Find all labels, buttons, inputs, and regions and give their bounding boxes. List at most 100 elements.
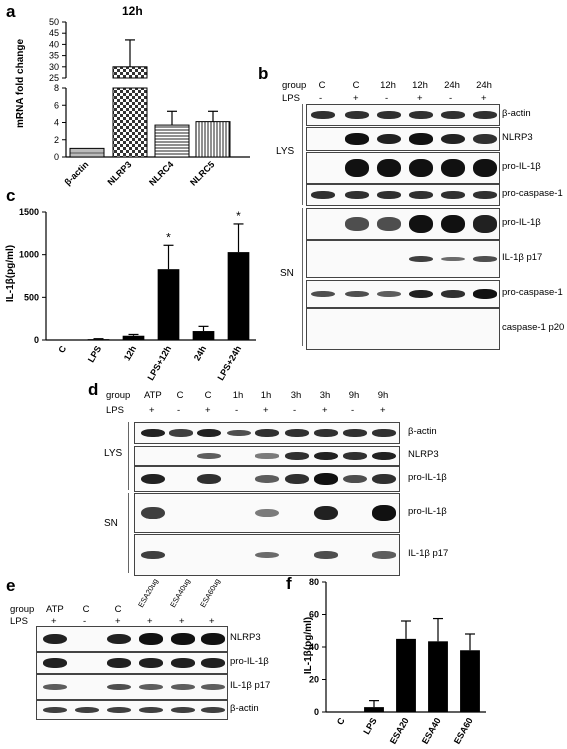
panel-b-band — [345, 158, 369, 178]
panel-b-band — [345, 191, 369, 199]
panel-b-band — [473, 111, 497, 119]
panel-a-bar — [112, 87, 148, 158]
panel-a-y-tick-label: 6 — [54, 100, 59, 110]
panel-d-band — [141, 473, 165, 485]
panel-b-band-label: NLRP3 — [502, 132, 533, 143]
panel-b-lps-label: LPS — [282, 93, 300, 104]
panel-d-band — [314, 473, 338, 485]
panel-e-blot-strip — [36, 674, 228, 700]
panel-e-band-label: IL-1β p17 — [230, 680, 271, 691]
panel-e-band — [43, 633, 67, 645]
panel-d-lane-lps-1: - — [177, 405, 181, 416]
panel-b-section-lys: LYS — [276, 146, 295, 157]
panel-d-band — [255, 453, 279, 459]
panel-f-bar — [460, 650, 480, 712]
panel-b-letter: b — [258, 64, 269, 83]
panel-d-blot-strip — [134, 446, 400, 466]
panel-b-lane-group-0: C — [318, 80, 326, 91]
panel-b-band — [473, 256, 497, 262]
panel-f-bar — [364, 707, 384, 712]
panel-d-lane-lps-2: + — [205, 405, 211, 416]
panel-c-letter: c — [6, 186, 16, 205]
panel-d-section-sn: SN — [104, 518, 118, 529]
panel-d-lane-group-0: ATP — [144, 390, 162, 401]
panel-d-band — [141, 428, 165, 438]
panel-e-band — [43, 706, 67, 714]
panel-e-band — [75, 706, 99, 714]
panel-d-lane-group-4: 1h — [260, 390, 272, 401]
panel-b-lane-lps-1: + — [353, 93, 359, 104]
panel-b-lane-group-4: 24h — [444, 80, 460, 91]
panel-d-section-lys: LYS — [104, 448, 123, 459]
panel-b-band — [441, 133, 465, 145]
panel-b-band — [377, 111, 401, 119]
panel-b-band — [345, 217, 369, 231]
panel-e-band — [107, 683, 131, 691]
panel-b-blot-strip — [306, 308, 500, 350]
panel-d-lane-lps-8: + — [380, 405, 386, 416]
panel-b-lane-group-5: 24h — [476, 80, 492, 91]
panel-d-band — [141, 550, 165, 560]
panel-b-band — [473, 133, 497, 145]
panel-d-lane-group-8: 9h — [377, 390, 389, 401]
panel-d-lane-group-7: 9h — [348, 390, 360, 401]
panel-e-band — [139, 633, 163, 645]
panel-e-lane-lps-5: + — [209, 616, 215, 627]
panel-a-y-tick-label: 2 — [54, 135, 59, 145]
panel-f-x-tick-label: ESA20 — [388, 716, 411, 746]
panel-c-y-tick-label: 500 — [24, 292, 39, 302]
panel-d-band — [372, 505, 396, 521]
panel-d-band — [314, 451, 338, 461]
panel-b-band — [473, 191, 497, 199]
panel-b-band-label: caspase-1 p20 — [502, 322, 565, 333]
panel-d-blot-strip — [134, 466, 400, 492]
panel-d-band — [343, 452, 367, 460]
panel-b-blot-strip — [306, 152, 500, 184]
panel-d-lane-group-6: 3h — [319, 390, 331, 401]
panel-c-bar — [122, 335, 145, 340]
panel-d-band-label: pro-IL-1β — [408, 472, 447, 483]
panel-d-lane-lps-7: - — [351, 405, 355, 416]
panel-f-x-tick-label: LPS — [361, 716, 378, 736]
panel-b-bracket-lys — [302, 104, 303, 205]
panel-e-lane-group-2: C — [114, 604, 122, 615]
panel-d-blot-strip — [134, 534, 400, 576]
panel-d-band — [227, 429, 251, 437]
panel-d-band — [343, 474, 367, 484]
panel-e-band — [107, 706, 131, 714]
panel-b-lane-lps-0: - — [319, 93, 323, 104]
panel-d-lane-lps-6: + — [322, 405, 328, 416]
panel-b-band — [377, 133, 401, 145]
panel-b-band — [409, 255, 433, 263]
panel-f-bar — [428, 641, 448, 712]
panel-d-band — [255, 551, 279, 559]
panel-d-band — [197, 473, 221, 485]
panel-b-blot-strip — [306, 104, 500, 126]
panel-b-blot-strip — [306, 280, 500, 308]
panel-f-y-tick-label: 0 — [314, 707, 319, 717]
panel-c-bar — [157, 269, 180, 340]
panel-c-y-tick-label: 0 — [34, 335, 39, 345]
panel-d-band — [285, 452, 309, 460]
panel-d-band — [255, 508, 279, 518]
panel-d-band — [285, 473, 309, 485]
panel-b-section-sn: SN — [280, 268, 294, 279]
panel-b-band — [311, 191, 335, 199]
panel-d-band — [255, 474, 279, 484]
panel-b-band — [377, 191, 401, 199]
panel-a-bar — [154, 124, 190, 158]
panel-c-bar — [87, 339, 110, 340]
panel-d-band-label: pro-IL-1β — [408, 506, 447, 517]
panel-a-bar — [69, 147, 105, 158]
panel-e-lps-label: LPS — [10, 616, 28, 627]
panel-d-group-label: group — [106, 390, 131, 401]
panel-d-band — [197, 452, 221, 460]
panel-e-band — [139, 706, 163, 714]
panel-e-band — [43, 683, 67, 691]
panel-f-y-tick-label: 80 — [309, 577, 319, 587]
panel-e-lane-lps-2: + — [115, 616, 121, 627]
panel-b-band — [409, 158, 433, 178]
panel-b-band-label: β-actin — [502, 108, 531, 119]
panel-b-band — [473, 215, 497, 233]
